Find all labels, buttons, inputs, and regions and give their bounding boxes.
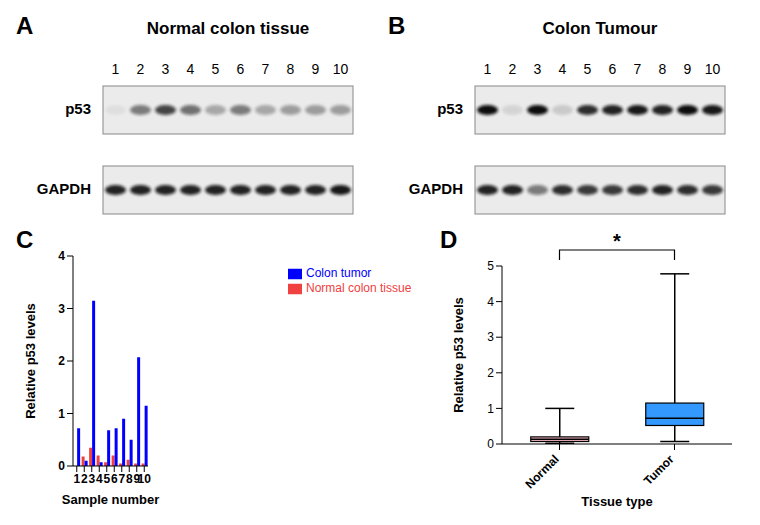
svg-text:7: 7 [118, 472, 125, 486]
svg-text:3: 3 [534, 61, 542, 77]
svg-text:GAPDH: GAPDH [37, 180, 91, 197]
svg-text:5: 5 [487, 259, 494, 273]
svg-text:Tumor: Tumor [641, 452, 677, 488]
svg-text:5: 5 [584, 61, 592, 77]
svg-text:GAPDH: GAPDH [409, 180, 463, 197]
svg-text:4: 4 [487, 295, 494, 309]
svg-text:8: 8 [659, 61, 667, 77]
html-text:Normal colon tissue: Normal colon tissue [306, 280, 412, 295]
html-text:Colon tumor: Colon tumor [306, 266, 372, 280]
svg-text:Relative p53 levels: Relative p53 levels [23, 303, 38, 419]
svg-text:Normal: Normal [522, 452, 561, 491]
svg-text:2: 2 [137, 61, 145, 77]
svg-text:9: 9 [684, 61, 692, 77]
svg-text:4: 4 [96, 472, 103, 486]
svg-text:Relative p53 levels: Relative p53 levels [451, 297, 466, 413]
svg-text:10: 10 [138, 472, 152, 486]
svg-text:4: 4 [187, 61, 195, 77]
svg-text:4: 4 [58, 249, 65, 263]
svg-text:Tissue type: Tissue type [581, 494, 652, 509]
svg-text:9: 9 [312, 61, 320, 77]
svg-text:0: 0 [58, 459, 65, 473]
svg-text:7: 7 [634, 61, 642, 77]
svg-text:Sample number: Sample number [62, 492, 160, 507]
svg-text:1: 1 [58, 407, 65, 421]
svg-text:1: 1 [73, 472, 80, 486]
svg-text:2: 2 [509, 61, 517, 77]
svg-text:3: 3 [88, 472, 95, 486]
svg-text:10: 10 [705, 61, 721, 77]
svg-text:3: 3 [487, 330, 494, 344]
svg-text:B: B [388, 12, 405, 39]
svg-text:*: * [613, 230, 621, 252]
svg-text:2: 2 [487, 366, 494, 380]
svg-text:7: 7 [262, 61, 270, 77]
svg-text:1: 1 [487, 402, 494, 416]
svg-text:6: 6 [609, 61, 617, 77]
svg-text:2: 2 [58, 354, 65, 368]
svg-text:1: 1 [484, 61, 492, 77]
svg-text:2: 2 [81, 472, 88, 486]
svg-text:6: 6 [237, 61, 245, 77]
svg-text:5: 5 [103, 472, 110, 486]
svg-text:A: A [16, 12, 33, 39]
svg-text:3: 3 [162, 61, 170, 77]
svg-text:p53: p53 [437, 100, 463, 117]
svg-text:8: 8 [126, 472, 133, 486]
svg-text:8: 8 [287, 61, 295, 77]
svg-text:0: 0 [487, 437, 494, 451]
svg-text:3: 3 [58, 302, 65, 316]
svg-text:Normal colon tissue: Normal colon tissue [147, 19, 309, 38]
svg-text:1: 1 [112, 61, 120, 77]
svg-text:10: 10 [333, 61, 349, 77]
svg-text:6: 6 [111, 472, 118, 486]
svg-text:5: 5 [212, 61, 220, 77]
svg-text:4: 4 [559, 61, 567, 77]
html-text:D: D [440, 226, 458, 253]
html-text:C: C [16, 226, 34, 253]
svg-text:p53: p53 [65, 100, 91, 117]
svg-text:Colon Tumour: Colon Tumour [543, 19, 658, 38]
